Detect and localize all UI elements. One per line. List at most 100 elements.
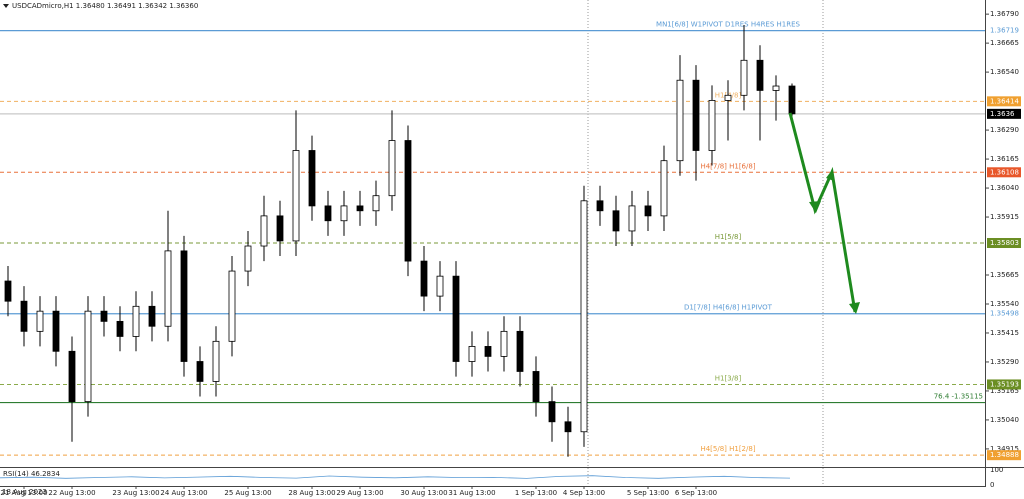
menu-triangle: [3, 4, 9, 8]
candle-body: [468, 346, 476, 362]
x-tick-label: 24 Aug 13:00: [160, 489, 207, 497]
candle-body: [708, 100, 716, 151]
candle-body: [324, 205, 332, 222]
x-tick-label: 6 Sep 13:00: [675, 489, 717, 497]
y-tick-label: 1.35290: [990, 358, 1019, 366]
candle-body: [660, 160, 668, 217]
x-tick-label: 29 Aug 13:00: [336, 489, 383, 497]
candle-body: [500, 330, 508, 357]
candle-body: [36, 310, 44, 332]
price-box-label: 1.35803: [990, 239, 1019, 247]
candle-body: [308, 150, 316, 207]
level-label: D1[7/8] H4[6/8] H1PIVOT: [684, 304, 773, 312]
price-box-label: 1.35498: [990, 310, 1019, 318]
price-box: [987, 108, 1021, 119]
candle-body: [612, 210, 620, 232]
candle-body: [100, 310, 108, 322]
candle-body: [692, 79, 700, 151]
y-tick-label: 1.35040: [990, 416, 1019, 424]
level-label: H1[5/8]: [715, 233, 742, 241]
level-label: H4[5/8] H1[2/8]: [700, 445, 755, 453]
x-tick-label: 21 Aug 13:00: [0, 489, 47, 497]
candle-body: [420, 260, 428, 297]
candle-body: [228, 270, 236, 342]
candle-body: [388, 140, 396, 197]
rsi-tick-label: 0: [990, 481, 994, 489]
x-tick-label: 31 Aug 13:00: [448, 489, 495, 497]
candle-body: [164, 250, 172, 327]
candle-body: [68, 350, 76, 403]
x-tick-label: 28 Aug 13:00: [288, 489, 335, 497]
x-tick-label: 4 Sep 13:00: [563, 489, 605, 497]
candle-body: [436, 275, 444, 297]
price-box: [987, 238, 1021, 249]
candle-body: [628, 205, 636, 232]
candle-body: [244, 245, 252, 272]
price-box-label: 1.34888: [990, 451, 1019, 459]
x-tick-label: 30 Aug 13:00: [400, 489, 447, 497]
candle-body: [148, 305, 156, 327]
candle-body: [756, 59, 764, 91]
candle-body: [548, 401, 556, 423]
price-box: [987, 379, 1021, 390]
y-tick-label: 1.35915: [990, 213, 1019, 221]
y-tick-label: 1.35415: [990, 329, 1019, 337]
candle-body: [516, 330, 524, 372]
candle-body: [180, 250, 188, 362]
candle-body: [116, 320, 124, 337]
plot: 1.36790 1.36665 1.36540 1.36290 1.36165 1.360…: [0, 10, 1021, 497]
candle-body: [676, 79, 684, 162]
candle-body: [260, 215, 268, 247]
price-box-label: 1.36414: [990, 97, 1019, 105]
candle-body: [564, 421, 572, 433]
rsi-line: [0, 475, 791, 479]
level-label: 76.4 -1.35115: [934, 393, 983, 401]
candle-body: [340, 205, 348, 222]
candle-body: [772, 85, 780, 91]
y-tick-label: 1.34915: [990, 445, 1019, 453]
forecast-arrow: [788, 112, 857, 313]
candle-body: [532, 371, 540, 403]
rsi-label: RSI(14) 46.2834: [3, 470, 60, 478]
x-tick-label: 23 Aug 13:00: [112, 489, 159, 497]
price-box-label: 1.36719: [990, 27, 1019, 35]
candle-body: [212, 340, 220, 382]
price-box-label: 1.36108: [990, 168, 1019, 176]
candle-body: [84, 310, 92, 403]
candle-body: [4, 280, 12, 302]
x-tick-label: 5 Sep 13:00: [627, 489, 669, 497]
price-box-label: 1.35193: [990, 380, 1019, 388]
y-tick-label: 1.35165: [990, 387, 1019, 395]
price-box: [987, 167, 1021, 178]
y-tick-label: 1.36790: [990, 10, 1019, 18]
candle-body: [724, 94, 732, 101]
price-box: [987, 25, 1021, 36]
candle-body: [132, 305, 140, 337]
candle-body: [20, 300, 28, 332]
candle-body: [404, 140, 412, 262]
first-date: 18 Aug 2023: [2, 488, 47, 496]
candle-body: [452, 275, 460, 362]
rsi-tick-label: 100: [990, 466, 1003, 474]
candle-body: [580, 200, 588, 433]
price-box: [987, 450, 1021, 461]
candle-body: [484, 346, 492, 357]
y-tick-label: 1.36540: [990, 68, 1019, 76]
x-tick-label: 1 Sep 13:00: [515, 489, 557, 497]
candle-body: [788, 85, 796, 115]
candle-body: [644, 205, 652, 217]
candle-body: [372, 195, 380, 212]
candle-body: [196, 361, 204, 382]
price-box-label: 1.3636: [990, 110, 1015, 118]
y-tick-label: 1.35540: [990, 300, 1019, 308]
candle-body: [52, 310, 60, 352]
y-tick-label: 1.36165: [990, 155, 1019, 163]
y-tick-label: 1.36040: [990, 184, 1019, 192]
price-box: [987, 96, 1021, 107]
level-label: H1[3/8]: [715, 374, 742, 382]
x-tick-label: 25 Aug 13:00: [224, 489, 271, 497]
x-tick-label: 22 Aug 13:00: [48, 489, 95, 497]
